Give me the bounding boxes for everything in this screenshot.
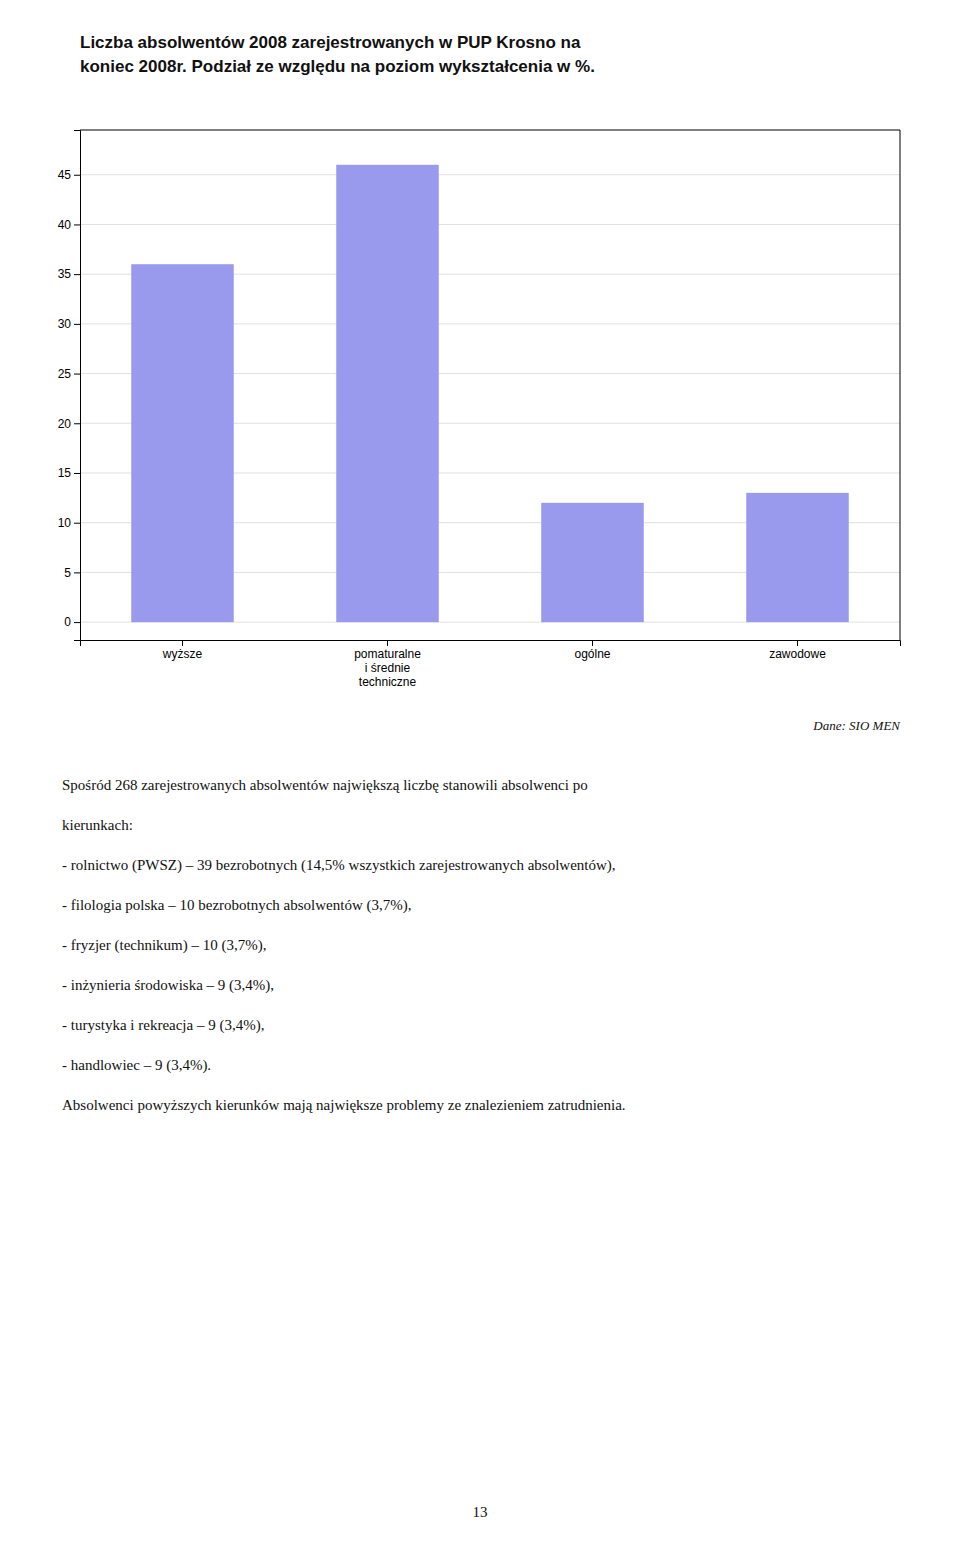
body-text: Absolwenci powyższych kierunków mają naj… — [62, 1097, 626, 1113]
x-tick-mark — [592, 640, 593, 646]
y-tick-label: 15 — [58, 466, 72, 480]
plot-frame — [80, 130, 900, 131]
x-tick-mark — [387, 640, 388, 646]
x-tick-label: pomaturalnei średnietechniczne — [354, 647, 421, 690]
chart-title: Liczba absolwentów 2008 zarejestrowanych… — [80, 33, 595, 76]
y-tick-mark — [74, 374, 80, 375]
y-tick: 40 — [58, 218, 80, 232]
bar — [746, 493, 849, 622]
x-axis-line — [81, 641, 901, 647]
y-axis-line — [74, 131, 81, 641]
y-tick-label: 20 — [58, 417, 72, 431]
y-tick-mark — [74, 274, 80, 275]
bar — [336, 165, 439, 622]
body-text: kierunkach: — [62, 817, 133, 833]
grid — [80, 175, 900, 622]
body-text: - fryzjer (technikum) – 10 (3,7%), — [62, 937, 267, 954]
x-tick: pomaturalnei średnietechniczne — [354, 640, 421, 689]
x-axis: wyższe pomaturalnei średnietechniczne ogól… — [81, 640, 901, 689]
y-tick-mark — [74, 572, 80, 573]
y-tick-label: 30 — [58, 317, 72, 331]
y-tick: 10 — [58, 516, 80, 530]
body-text: - rolnictwo (PWSZ) – 39 bezrobotnych (14… — [62, 857, 616, 874]
y-tick: 15 — [58, 466, 80, 480]
bar — [131, 264, 234, 622]
y-tick: 25 — [58, 367, 80, 381]
y-tick: 45 — [58, 168, 80, 182]
y-tick-label: 10 — [58, 516, 72, 530]
y-tick-label: 25 — [58, 367, 72, 381]
x-tick: ogólne — [574, 640, 610, 661]
x-tick-label: ogólne — [574, 647, 610, 661]
y-tick-label: 5 — [64, 566, 71, 580]
annotations: Dane: SIO MEN Spośród 268 zarejestrowanyc… — [62, 718, 901, 1520]
body-text: - turystyka i rekreacja – 9 (3,4%), — [62, 1017, 264, 1034]
y-tick-mark — [74, 473, 80, 474]
y-tick-label: 40 — [58, 218, 72, 232]
x-tick-mark — [797, 640, 798, 646]
x-tick: wyższe — [162, 640, 203, 661]
bars — [131, 165, 849, 622]
y-tick: 35 — [58, 267, 80, 281]
x-tick-label: zawodowe — [769, 647, 826, 661]
y-tick-mark — [74, 423, 80, 424]
y-tick: 20 — [58, 417, 80, 431]
y-tick-mark — [74, 175, 80, 176]
chart-svg: Liczba absolwentów 2008 zarejestrowanych… — [0, 0, 960, 1547]
source-note: Dane: SIO MEN — [812, 718, 901, 733]
y-tick: 5 — [64, 566, 80, 580]
bar — [541, 503, 644, 622]
y-tick: 0 — [64, 615, 80, 629]
y-tick: 30 — [58, 317, 80, 331]
y-tick-label: 0 — [64, 615, 71, 629]
body-text: - filologia polska – 10 bezrobotnych abs… — [62, 897, 412, 914]
x-tick-mark — [182, 640, 183, 646]
y-tick-mark — [74, 224, 80, 225]
y-tick-label: 35 — [58, 267, 72, 281]
body-text: Spośród 268 zarejestrowanych absolwentów… — [62, 777, 588, 793]
x-tick-label: wyższe — [162, 647, 203, 661]
y-tick-mark — [74, 523, 80, 524]
y-axis: 0 5 10 15 20 25 30 35 40 45 — [58, 131, 81, 641]
grid-line — [80, 224, 900, 225]
y-tick-label: 45 — [58, 168, 72, 182]
plot-frame — [900, 130, 901, 640]
y-tick-mark — [74, 324, 80, 325]
body-text: - inżynieria środowiska – 9 (3,4%), — [62, 977, 274, 994]
page-number: 13 — [473, 1504, 488, 1520]
y-tick-mark — [74, 622, 80, 623]
grid-line — [80, 174, 900, 175]
x-tick: zawodowe — [769, 640, 826, 661]
body-text: - handlowiec – 9 (3,4%). — [62, 1057, 211, 1074]
